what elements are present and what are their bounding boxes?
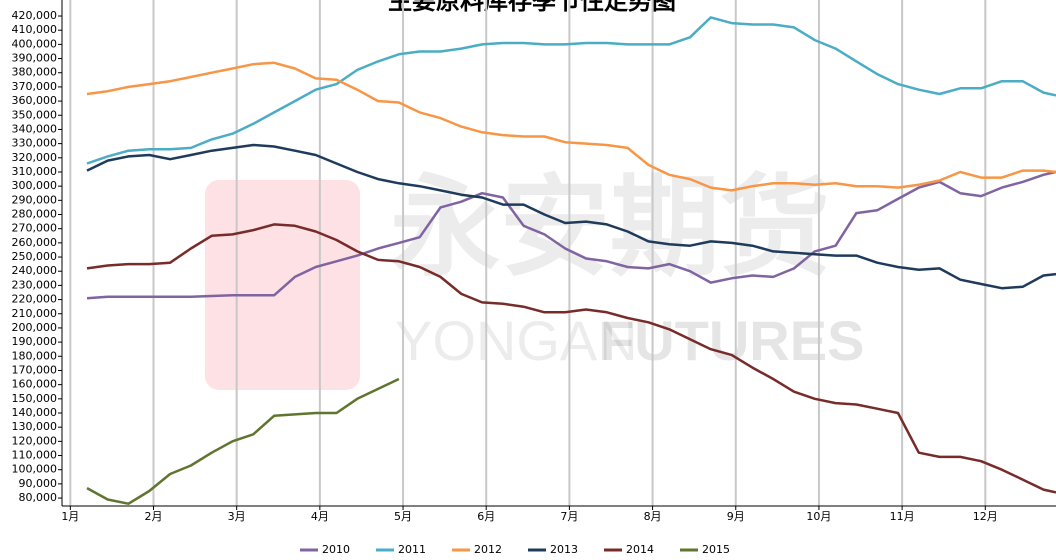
series-line [86, 223, 1056, 494]
y-tick-label: 160,000 [12, 378, 58, 391]
x-tick-label: 3月 [228, 510, 246, 523]
y-tick-label: 140,000 [12, 406, 58, 419]
y-tick-label: 110,000 [12, 449, 58, 462]
y-tick-label: 120,000 [12, 434, 58, 447]
y-tick-label: 240,000 [12, 264, 58, 277]
y-tick-label: 100,000 [12, 463, 58, 476]
legend-label: 2010 [322, 543, 350, 556]
y-tick-label: 290,000 [12, 193, 58, 206]
x-tick-label: 4月 [311, 510, 329, 523]
y-tick-label: 250,000 [12, 250, 58, 263]
y-tick-label: 360,000 [12, 94, 58, 107]
chart-title: 主要原料库存季节性走势图 [388, 0, 676, 15]
legend-label: 2012 [474, 543, 502, 556]
y-tick-label: 230,000 [12, 278, 58, 291]
y-tick-label: 220,000 [12, 293, 58, 306]
y-tick-label: 200,000 [12, 321, 58, 334]
series-line [86, 143, 1056, 290]
y-tick-label: 350,000 [12, 108, 58, 121]
watermark-cn: 永安期货 [390, 163, 830, 291]
series-line [86, 170, 1056, 300]
y-tick-label: 380,000 [12, 66, 58, 79]
y-tick-label: 280,000 [12, 208, 58, 221]
legend: 2010 2011 2012 2013 2014 2015 [300, 543, 730, 556]
series-line [86, 16, 1056, 165]
y-tick-label: 130,000 [12, 420, 58, 433]
x-tick-label: 9月 [727, 510, 745, 523]
y-tick-label: 310,000 [12, 165, 58, 178]
watermark-logo [205, 180, 360, 390]
y-tick-label: 180,000 [12, 349, 58, 362]
x-tick-label: 5月 [394, 510, 412, 523]
y-tick-label: 320,000 [12, 151, 58, 164]
x-tick-label: 7月 [560, 510, 578, 523]
y-tick-label: 340,000 [12, 122, 58, 135]
legend-label: 2011 [398, 543, 426, 556]
legend-label: 2015 [702, 543, 730, 556]
x-tick-label: 11月 [890, 510, 915, 523]
y-tick-label: 210,000 [12, 307, 58, 320]
y-tick-label: 90,000 [19, 477, 58, 490]
y-tick-label: 150,000 [12, 392, 58, 405]
y-tick-label: 190,000 [12, 335, 58, 348]
watermark-en: YONGAN [395, 309, 638, 372]
x-tick-label: 1月 [61, 510, 79, 523]
y-tick-label: 390,000 [12, 52, 58, 65]
y-tick-label: 300,000 [12, 179, 58, 192]
y-tick-label: 370,000 [12, 80, 58, 93]
series-line [86, 61, 1056, 192]
y-tick-label: 330,000 [12, 137, 58, 150]
y-tick-label: 170,000 [12, 363, 58, 376]
y-tick-label: 410,000 [12, 23, 58, 36]
x-tick-label: 8月 [644, 510, 662, 523]
y-tick-label: 270,000 [12, 222, 58, 235]
legend-label: 2013 [550, 543, 578, 556]
x-tick-label: 2月 [144, 510, 162, 523]
lines [86, 16, 1056, 505]
x-tick-label: 6月 [477, 510, 495, 523]
legend-label: 2014 [626, 543, 654, 556]
y-tick-label: 400,000 [12, 37, 58, 50]
y-tick-label: 80,000 [19, 491, 58, 504]
x-tick-label: 10月 [806, 510, 831, 523]
x-tick-label: 12月 [973, 510, 998, 523]
y-tick-label: 420,000 [12, 9, 58, 22]
y-tick-label: 260,000 [12, 236, 58, 249]
watermark-en: FUTURES [600, 309, 864, 372]
series-line [86, 377, 400, 505]
